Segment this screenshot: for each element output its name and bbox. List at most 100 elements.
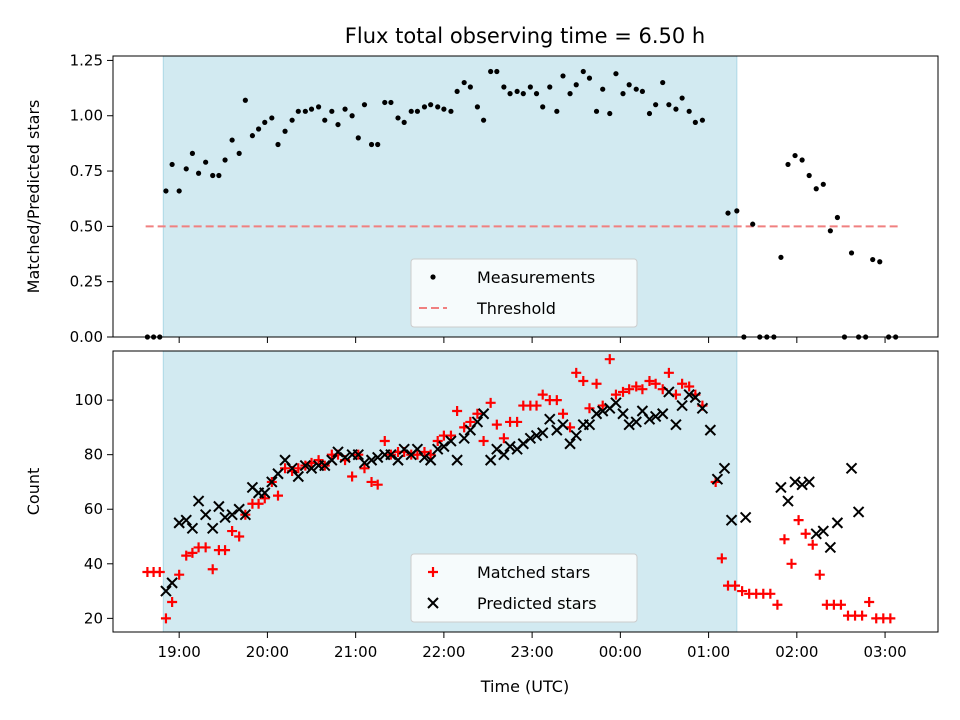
data-point [649,410,662,423]
data-point [557,418,569,431]
y-tick-label: 0.00 [70,328,103,346]
data-point [448,108,454,114]
data-point [663,386,675,398]
data-point [359,463,370,474]
data-point [216,172,222,179]
data-point [785,161,791,168]
legend-marker [427,597,439,609]
data-point [820,181,826,187]
data-point [610,389,621,400]
data-point [454,88,460,95]
data-point [653,102,659,108]
data-point [249,133,256,139]
data-point [877,259,883,265]
data-point [848,250,855,256]
data-point [329,108,335,114]
data-point [292,470,305,483]
y-tick-label: 60 [84,500,103,518]
data-point [424,454,437,466]
data-point [187,547,198,558]
data-point [484,454,497,466]
data-point [181,550,192,561]
data-point [730,580,741,591]
data-point [319,459,331,472]
data-point [650,378,661,389]
data-point [782,495,794,507]
data-point [864,596,875,607]
data-point [226,508,238,521]
data-point [195,170,202,176]
data-point [173,517,185,529]
data-point [512,416,523,427]
data-point [471,416,484,428]
data-point [395,115,401,121]
data-point [160,613,171,624]
data-point [441,106,447,112]
legend-marker [428,567,438,577]
data-point [167,596,178,607]
data-point [660,79,666,86]
axes-frame [112,350,939,633]
data-point [266,476,278,488]
data-point [498,448,510,461]
data-point [637,384,648,395]
data-point [778,254,784,260]
data-point [302,108,308,114]
data-point [803,476,815,488]
data-point [827,228,833,234]
data-point [180,514,192,526]
chart-title: Flux total observing time = 6.50 h [345,24,705,48]
ratio-panel: 0.00 0.25 0.50 0.75 1.00 1.25 Matched/Predicte… [24,51,939,346]
data-point [210,172,216,179]
data-point [524,432,537,445]
data-point [259,493,270,504]
data-point [361,102,368,108]
data-point [408,108,414,114]
data-point [696,402,709,414]
data-point [807,539,818,550]
data-point [692,119,698,125]
data-point [432,436,443,447]
data-point [739,511,752,524]
data-point [570,429,582,442]
data-point [472,408,483,419]
data-point [398,443,410,455]
data-point [385,448,397,461]
data-point [806,172,812,179]
data-point [498,433,509,444]
data-point [227,526,238,537]
data-point [431,443,444,455]
data-point [775,481,787,494]
data-point [683,388,695,401]
data-point [646,110,653,117]
data-point [618,386,628,397]
data-point [176,188,182,194]
data-point [366,476,377,487]
data-point [834,214,841,221]
data-point [679,95,685,101]
data-point [507,91,513,97]
data-point [382,99,388,106]
data-point [451,454,463,466]
data-point [676,399,688,412]
data-point [673,106,679,112]
data-point [280,463,291,474]
data-point [725,514,738,526]
data-point [315,104,322,110]
data-point [670,418,682,431]
data-point [275,141,281,148]
data-point [544,413,556,425]
data-point [308,106,315,112]
data-point [352,448,365,461]
data-point [547,84,553,90]
series-predicted-stars [160,386,865,597]
data-point [213,500,225,513]
data-point [514,88,520,95]
data-point [789,476,801,488]
data-point [792,152,798,159]
data-point [813,186,819,192]
data-point [255,126,262,132]
data-point [160,585,172,597]
data-point [663,367,674,378]
